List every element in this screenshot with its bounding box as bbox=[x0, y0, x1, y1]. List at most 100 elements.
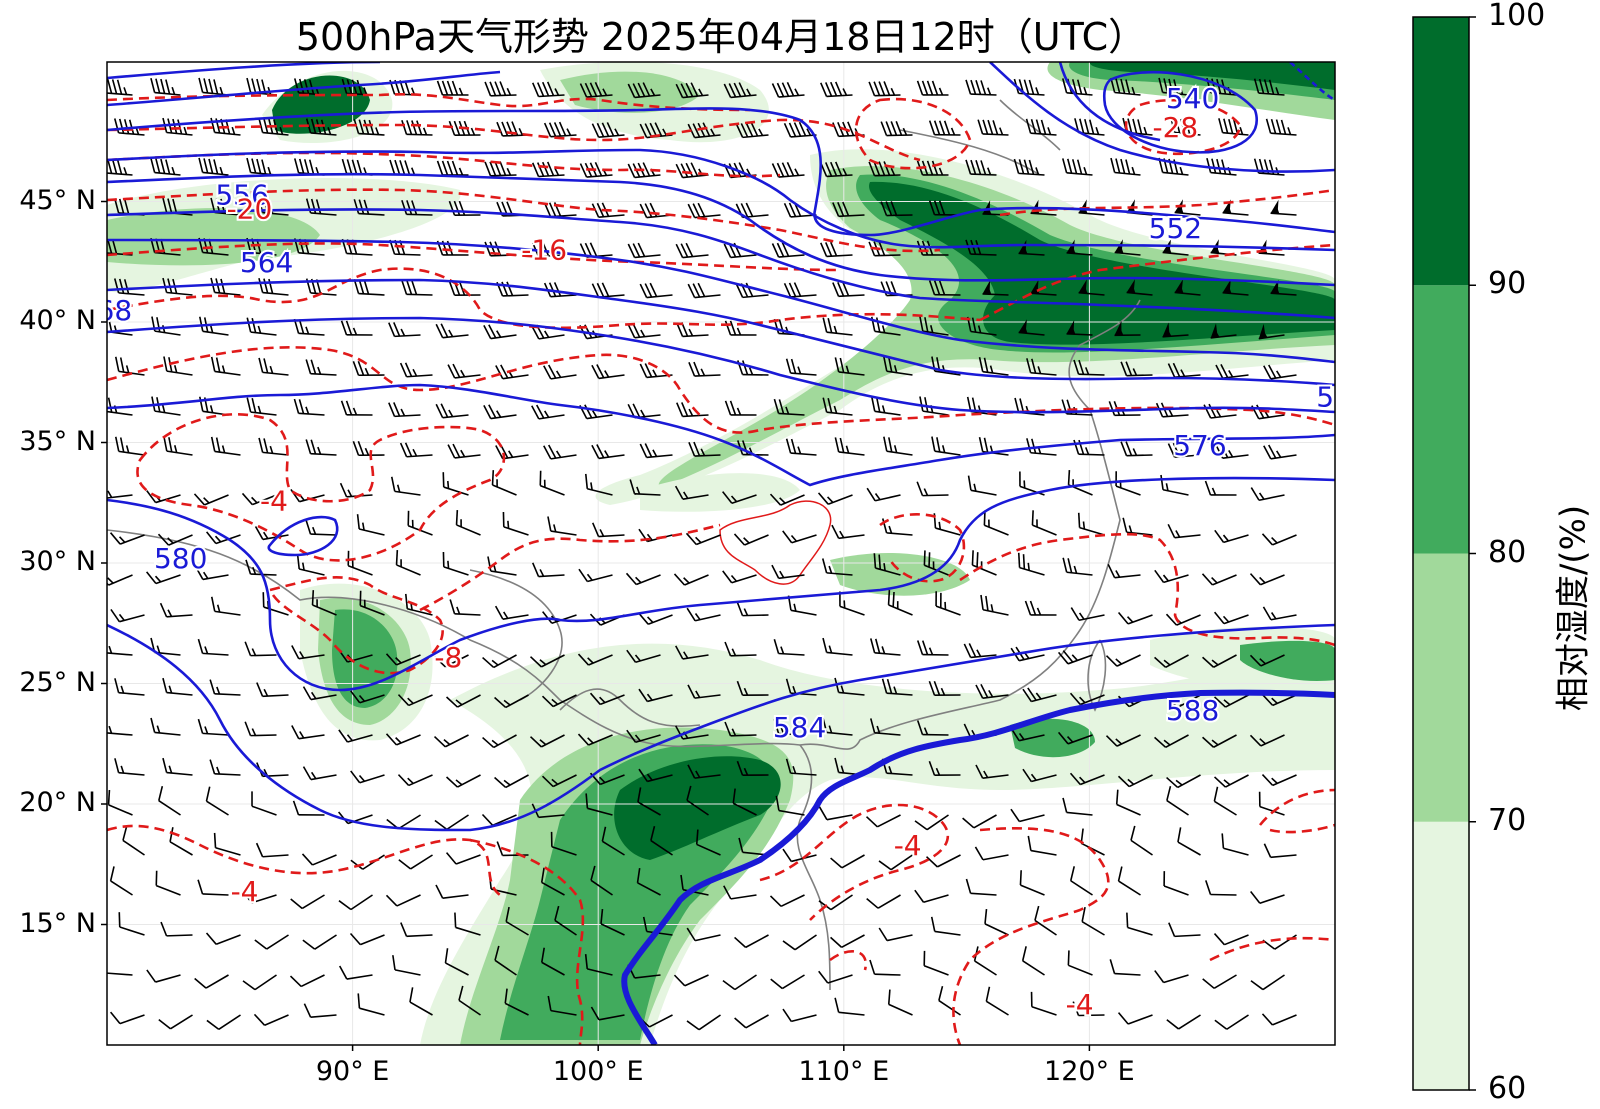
wind-barb bbox=[785, 438, 817, 456]
wind-barb bbox=[584, 473, 613, 496]
wind-barb-shaft bbox=[826, 814, 853, 821]
wind-barb-half bbox=[1079, 696, 1086, 704]
wind-barb-half bbox=[793, 603, 797, 612]
wind-barb-full bbox=[296, 554, 300, 570]
wind-barb-half bbox=[554, 168, 560, 176]
wind-barb-shaft bbox=[394, 969, 421, 976]
wind-barb-shaft bbox=[1078, 373, 1105, 376]
y-tick-label: 40° N bbox=[19, 305, 96, 336]
wind-barb bbox=[1024, 600, 1057, 616]
wind-barb-full bbox=[837, 282, 845, 297]
wind-barb-full bbox=[1175, 118, 1181, 134]
wind-barb-shaft bbox=[398, 814, 421, 830]
wind-barb-full bbox=[578, 568, 588, 582]
wind-barb-full bbox=[834, 997, 840, 1013]
wind-barb-full bbox=[637, 612, 649, 625]
wind-barb-full bbox=[163, 436, 168, 452]
wind-barb bbox=[1067, 469, 1093, 496]
wind-barb bbox=[389, 159, 421, 176]
wind-barb-full bbox=[488, 404, 497, 419]
wind-barb-shaft bbox=[874, 652, 901, 656]
wind-barb-full bbox=[1173, 79, 1179, 95]
wind-barb bbox=[1263, 843, 1297, 859]
wind-barb-full bbox=[433, 735, 446, 748]
wind-barb bbox=[293, 158, 325, 176]
wind-barb bbox=[866, 487, 901, 502]
wind-barb-full bbox=[146, 571, 157, 584]
wind-barb-full bbox=[504, 988, 508, 1004]
wind-barb-half bbox=[989, 365, 994, 374]
wind-barb-half bbox=[363, 87, 368, 95]
wind-barb-full bbox=[654, 122, 663, 137]
wind-barb-half bbox=[840, 685, 845, 694]
wind-barb-full bbox=[242, 890, 253, 904]
wind-barb bbox=[401, 279, 433, 296]
wind-barb bbox=[1107, 563, 1141, 579]
wind-barb-full bbox=[541, 241, 550, 257]
wind-barb-shaft bbox=[827, 494, 853, 505]
wind-barb-half bbox=[566, 128, 572, 136]
wind-barb bbox=[494, 605, 529, 620]
wind-barb-half bbox=[940, 687, 946, 696]
wind-barb-full bbox=[162, 277, 168, 293]
wind-barb-full bbox=[734, 1017, 747, 1029]
wind-barb-half bbox=[987, 87, 992, 96]
wind-barb bbox=[109, 532, 145, 545]
wind-barb bbox=[162, 757, 193, 776]
wind-barb-shaft bbox=[443, 566, 469, 576]
wind-barb bbox=[1218, 118, 1249, 136]
wind-barb bbox=[675, 82, 709, 99]
wind-barb-full bbox=[965, 79, 972, 95]
wind-barb-shaft bbox=[119, 534, 145, 545]
wind-barb bbox=[625, 572, 661, 586]
wind-barb-half bbox=[351, 559, 354, 568]
wind-barb-full bbox=[1213, 776, 1226, 788]
wind-barb-full bbox=[209, 679, 216, 695]
wind-barb bbox=[1062, 158, 1093, 176]
wind-barb-full bbox=[584, 82, 593, 98]
wind-barb-full bbox=[1062, 797, 1068, 813]
wind-barb-full bbox=[687, 684, 696, 699]
wind-barb-full bbox=[632, 243, 641, 258]
wind-barb-full bbox=[925, 856, 938, 868]
wind-barb bbox=[482, 654, 517, 669]
wind-barb-half bbox=[458, 167, 464, 176]
wind-barb-full bbox=[351, 79, 358, 95]
wind-barb-full bbox=[197, 638, 204, 654]
wind-barb bbox=[883, 356, 913, 376]
wind-barb bbox=[1010, 808, 1045, 823]
wind-barb-full bbox=[206, 1019, 220, 1030]
wind-barb bbox=[114, 436, 145, 456]
wind-barb-half bbox=[806, 128, 812, 136]
contour-labels: 556564685805405525765584588-20-16-28-4-8… bbox=[107, 80, 1335, 1023]
wind-barb-full bbox=[924, 397, 929, 413]
wind-barb-half bbox=[395, 657, 402, 664]
wind-barb-half bbox=[216, 766, 221, 775]
wind-barb-full bbox=[119, 357, 125, 373]
wind-barb-full bbox=[842, 201, 850, 217]
wind-barb-full bbox=[251, 398, 257, 413]
wind-barb-shaft bbox=[170, 1014, 193, 1030]
wind-barb-full bbox=[446, 776, 459, 788]
wind-barb-full bbox=[783, 203, 792, 218]
wind-barb-full bbox=[1062, 158, 1068, 174]
wind-barb-full bbox=[357, 440, 365, 456]
wind-barb-full bbox=[1026, 358, 1032, 373]
temperature-contour bbox=[107, 151, 781, 178]
wind-barb bbox=[338, 894, 373, 911]
wind-barb-full bbox=[198, 77, 204, 93]
wind-barb-full bbox=[1014, 397, 1020, 413]
wind-barb-full bbox=[1258, 78, 1265, 94]
wind-barb-full bbox=[1213, 696, 1226, 708]
wind-barb-full bbox=[1166, 1019, 1180, 1030]
wind-barb bbox=[169, 827, 193, 856]
wind-barb-shaft bbox=[1224, 934, 1249, 946]
wind-barb bbox=[965, 79, 997, 96]
wind-barb-full bbox=[305, 359, 312, 374]
wind-barb-half bbox=[604, 450, 610, 458]
wind-barb-full bbox=[1034, 905, 1040, 921]
wind-barb-full bbox=[975, 80, 982, 95]
wind-barb-full bbox=[558, 121, 567, 137]
wind-barb-shaft bbox=[1019, 814, 1045, 823]
wind-barb-full bbox=[584, 954, 589, 969]
